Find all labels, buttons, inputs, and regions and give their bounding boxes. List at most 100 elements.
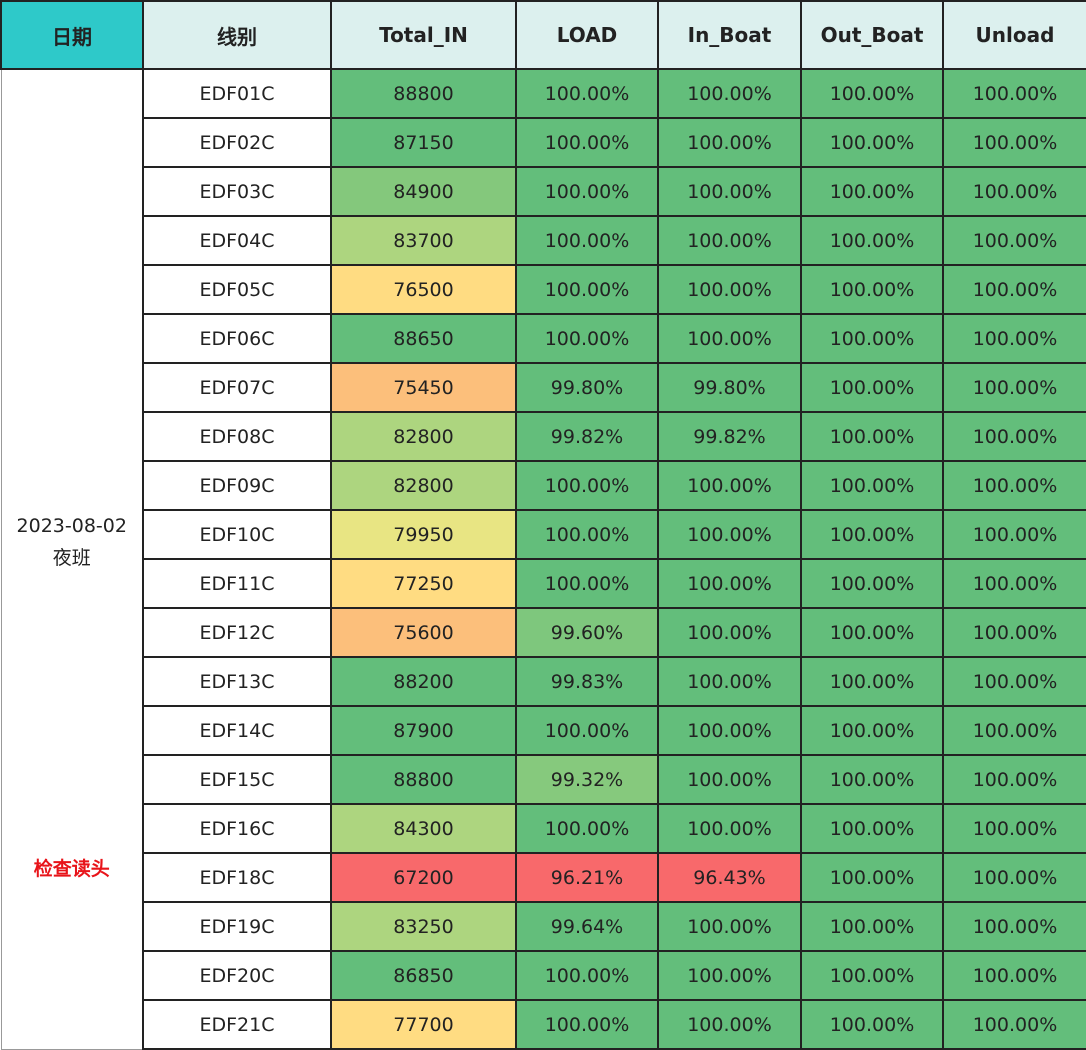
out-boat-cell: 100.00% xyxy=(800,215,944,266)
load-cell: 100.00% xyxy=(515,264,659,315)
header-in-boat: In_Boat xyxy=(657,0,802,70)
header-load: LOAD xyxy=(515,0,659,70)
table-row: EDF19C 83250 99.64% 100.00% 100.00% 100.00% xyxy=(1,901,1086,952)
header-out-boat: Out_Boat xyxy=(800,0,944,70)
table-row: EDF04C 83700 100.00% 100.00% 100.00% 100.00% xyxy=(1,215,1086,266)
in-boat-cell: 100.00% xyxy=(657,607,802,658)
table-row: EDF18C 67200 96.21% 96.43% 100.00% 100.00% xyxy=(1,852,1086,903)
load-cell: 100.00% xyxy=(515,215,659,266)
line-cell: EDF18C xyxy=(142,852,332,903)
out-boat-cell: 100.00% xyxy=(800,705,944,756)
table-row: 2023-08-02 夜班 检查读头 EDF01C 88800 100.00% 100… xyxy=(0,68,1086,1050)
in-boat-cell: 100.00% xyxy=(657,117,802,168)
load-cell: 100.00% xyxy=(515,558,659,609)
table-row: EDF12C 75600 99.60% 100.00% 100.00% 100.00% xyxy=(1,607,1086,658)
unload-cell: 100.00% xyxy=(942,852,1086,903)
load-cell: 100.00% xyxy=(515,68,659,119)
unload-cell: 100.00% xyxy=(942,411,1086,462)
load-cell: 96.21% xyxy=(515,852,659,903)
unload-cell: 100.00% xyxy=(942,901,1086,952)
unload-cell: 100.00% xyxy=(942,215,1086,266)
load-cell: 100.00% xyxy=(515,313,659,364)
in-boat-cell: 100.00% xyxy=(657,68,802,119)
load-cell: 100.00% xyxy=(515,705,659,756)
in-boat-cell: 100.00% xyxy=(657,754,802,805)
line-cell: EDF09C xyxy=(142,460,332,511)
load-cell: 99.82% xyxy=(515,411,659,462)
date-label: 2023-08-02 xyxy=(16,515,127,537)
unload-cell: 100.00% xyxy=(942,460,1086,511)
in-boat-cell: 100.00% xyxy=(657,558,802,609)
table-row: EDF05C 76500 100.00% 100.00% 100.00% 100.00% xyxy=(1,264,1086,315)
out-boat-cell: 100.00% xyxy=(800,754,944,805)
line-cell: EDF05C xyxy=(142,264,332,315)
in-boat-cell: 99.80% xyxy=(657,362,802,413)
in-boat-cell: 100.00% xyxy=(657,950,802,1001)
load-cell: 100.00% xyxy=(515,166,659,217)
out-boat-cell: 100.00% xyxy=(800,411,944,462)
in-boat-cell: 100.00% xyxy=(657,656,802,707)
line-cell: EDF02C xyxy=(142,117,332,168)
shift-label: 夜班 xyxy=(52,547,91,569)
header-line: 线别 xyxy=(142,0,332,70)
date-cell: 2023-08-02 夜班 检查读头 xyxy=(0,68,144,1050)
in-boat-cell: 100.00% xyxy=(657,215,802,266)
out-boat-cell: 100.00% xyxy=(800,656,944,707)
table-row: EDF03C 84900 100.00% 100.00% 100.00% 100.00% xyxy=(1,166,1086,217)
load-cell: 99.60% xyxy=(515,607,659,658)
in-boat-cell: 96.43% xyxy=(657,852,802,903)
line-cell: EDF15C xyxy=(142,754,332,805)
load-cell: 99.83% xyxy=(515,656,659,707)
total-in-cell: 67200 xyxy=(330,852,517,903)
total-in-cell: 75600 xyxy=(330,607,517,658)
table-row: EDF13C 88200 99.83% 100.00% 100.00% 100.00% xyxy=(1,656,1086,707)
load-cell: 100.00% xyxy=(515,117,659,168)
total-in-cell: 77700 xyxy=(330,999,517,1050)
in-boat-cell: 100.00% xyxy=(657,803,802,854)
total-in-cell: 77250 xyxy=(330,558,517,609)
total-in-cell: 88800 xyxy=(330,754,517,805)
line-cell: EDF08C xyxy=(142,411,332,462)
total-in-cell: 84900 xyxy=(330,166,517,217)
out-boat-cell: 100.00% xyxy=(800,803,944,854)
unload-cell: 100.00% xyxy=(942,607,1086,658)
table-row: EDF21C 77700 100.00% 100.00% 100.00% 100.00% xyxy=(1,999,1086,1050)
table-row: EDF14C 87900 100.00% 100.00% 100.00% 100.00% xyxy=(1,705,1086,756)
table-row: EDF10C 79950 100.00% 100.00% 100.00% 100.00% xyxy=(1,509,1086,560)
line-cell: EDF13C xyxy=(142,656,332,707)
header-unload: Unload xyxy=(942,0,1086,70)
unload-cell: 100.00% xyxy=(942,264,1086,315)
out-boat-cell: 100.00% xyxy=(800,460,944,511)
line-cell: EDF12C xyxy=(142,607,332,658)
total-in-cell: 87150 xyxy=(330,117,517,168)
in-boat-cell: 100.00% xyxy=(657,313,802,364)
total-in-cell: 76500 xyxy=(330,264,517,315)
out-boat-cell: 100.00% xyxy=(800,117,944,168)
unload-cell: 100.00% xyxy=(942,950,1086,1001)
table-row: EDF11C 77250 100.00% 100.00% 100.00% 100.00% xyxy=(1,558,1086,609)
note-label: 检查读头 xyxy=(33,858,110,880)
in-boat-cell: 99.82% xyxy=(657,411,802,462)
line-cell: EDF07C xyxy=(142,362,332,413)
unload-cell: 100.00% xyxy=(942,68,1086,119)
out-boat-cell: 100.00% xyxy=(800,362,944,413)
table-row: EDF16C 84300 100.00% 100.00% 100.00% 100.00% xyxy=(1,803,1086,854)
out-boat-cell: 100.00% xyxy=(800,558,944,609)
header-date: 日期 xyxy=(0,0,144,70)
load-cell: 100.00% xyxy=(515,803,659,854)
out-boat-cell: 100.00% xyxy=(800,999,944,1050)
out-boat-cell: 100.00% xyxy=(800,313,944,364)
total-in-cell: 83700 xyxy=(330,215,517,266)
header-row: 日期 线别 Total_IN LOAD In_Boat Out_Boat Unl… xyxy=(0,0,1086,70)
out-boat-cell: 100.00% xyxy=(800,901,944,952)
line-cell: EDF03C xyxy=(142,166,332,217)
load-cell: 99.80% xyxy=(515,362,659,413)
table-row: EDF06C 88650 100.00% 100.00% 100.00% 100.00% xyxy=(1,313,1086,364)
out-boat-cell: 100.00% xyxy=(800,264,944,315)
line-cell: EDF14C xyxy=(142,705,332,756)
in-boat-cell: 100.00% xyxy=(657,901,802,952)
out-boat-cell: 100.00% xyxy=(800,607,944,658)
table-row: EDF07C 75450 99.80% 99.80% 100.00% 100.00% xyxy=(1,362,1086,413)
in-boat-cell: 100.00% xyxy=(657,166,802,217)
